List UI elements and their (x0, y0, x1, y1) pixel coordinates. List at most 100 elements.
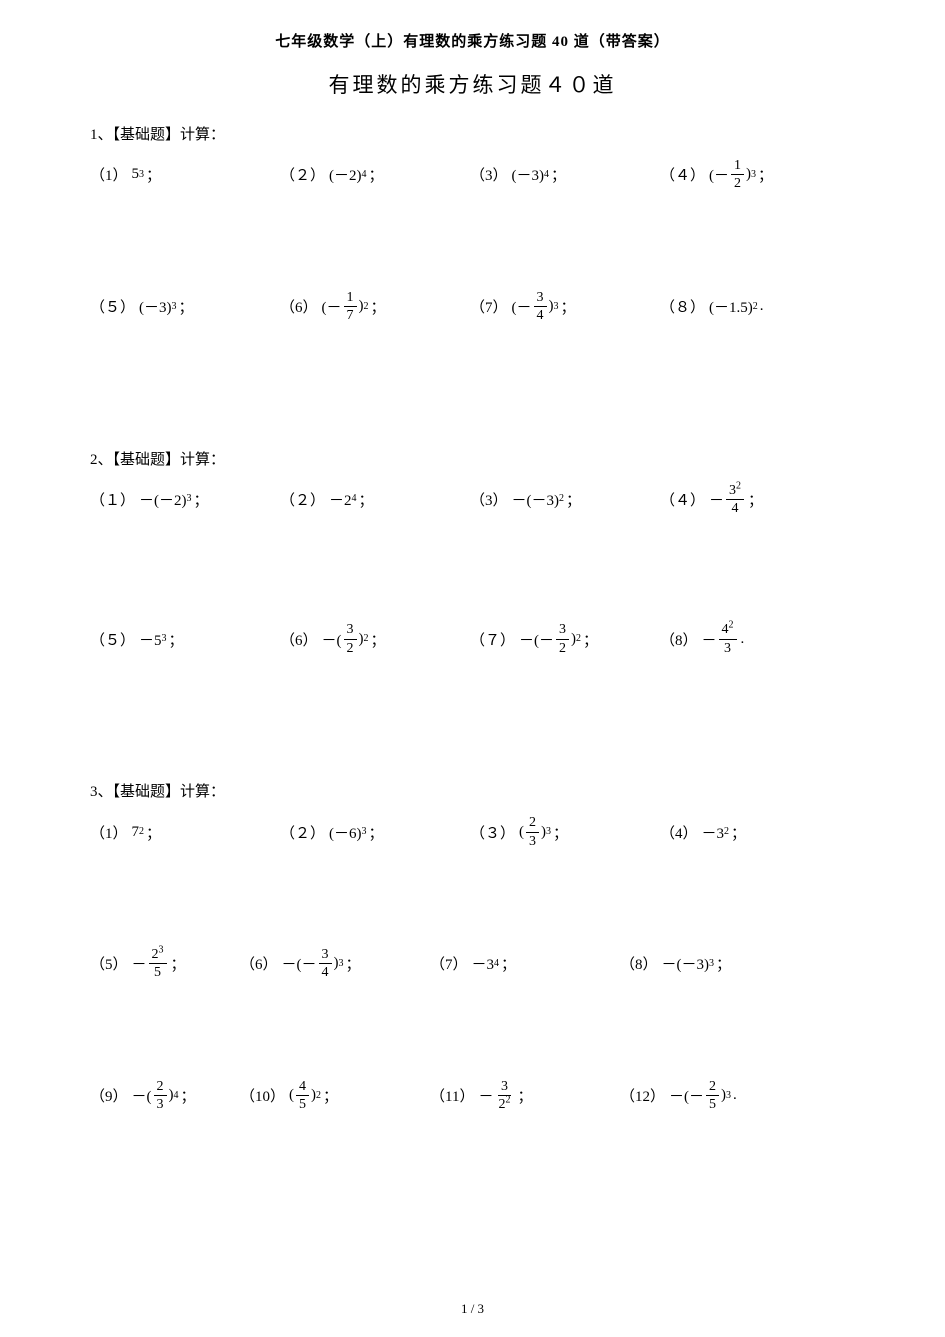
math-expression: (45)2 (289, 1079, 321, 1113)
math-expression: (－17)2 (322, 290, 369, 324)
terminator: ； (731, 822, 746, 843)
document-page: 七年级数学（上）有理数的乘方练习题 40 道（带答案） 有理数的乘方练习题４０道… (0, 0, 945, 1337)
problem-index: （３） (470, 822, 515, 843)
math-expression: (23)3 (519, 815, 551, 849)
terminator: ； (369, 164, 384, 185)
terminator: ； (181, 1085, 196, 1106)
problem-cell: （５）(－3)3； (90, 296, 280, 317)
problem-cell: （３）(23)3； (470, 815, 660, 849)
terminator: ； (758, 164, 773, 185)
problem-cell: （２）－24； (280, 489, 470, 510)
terminator: ； (194, 489, 209, 510)
problem-cell: （12）－(－25)3. (620, 1079, 810, 1113)
problem-cell: （７）－(－32)2； (470, 622, 660, 656)
math-expression: (－3)4 (512, 164, 550, 185)
math-expression: －(－2)3 (139, 489, 192, 510)
problem-cell: （４）(－12)3； (660, 158, 850, 192)
math-expression: －322 (478, 1079, 515, 1113)
math-expression: －(－3)2 (512, 489, 565, 510)
problem-cell: （5）－235； (90, 947, 240, 981)
terminator: ； (583, 629, 598, 650)
document-header: 七年级数学（上）有理数的乘方练习题 40 道（带答案） (90, 30, 855, 51)
problem-row: （５）－53；（6）－(32)2；（７）－(－32)2；（8）－423. (90, 622, 855, 656)
math-expression: －(－25)3 (669, 1079, 731, 1113)
section-heading: 3、【基础题】计算： (90, 780, 855, 801)
terminator: . (741, 631, 745, 648)
problem-cell: （6）－(32)2； (280, 622, 470, 656)
terminator: ； (169, 629, 184, 650)
terminator: ； (517, 1085, 532, 1106)
terminator: ； (501, 953, 516, 974)
terminator: ； (369, 822, 384, 843)
terminator: ； (359, 489, 374, 510)
problem-index: （４） (660, 164, 705, 185)
problem-index: （4） (660, 822, 698, 843)
problem-cell: （6）(－17)2； (280, 290, 470, 324)
problem-index: （７） (470, 629, 515, 650)
problem-index: （８） (660, 296, 705, 317)
problem-index: （5） (90, 953, 128, 974)
problem-cell: （1）53； (90, 164, 280, 185)
terminator: ； (561, 296, 576, 317)
problem-index: （3） (470, 164, 508, 185)
math-expression: －324 (709, 483, 746, 517)
terminator: . (733, 1087, 737, 1104)
problem-index: （２） (280, 489, 325, 510)
problem-cell: （10）(45)2； (240, 1079, 430, 1113)
problem-index: （５） (90, 296, 135, 317)
problem-index: （12） (620, 1085, 665, 1106)
math-expression: －34 (472, 953, 500, 974)
terminator: ； (146, 822, 161, 843)
section-heading: 1、【基础题】计算： (90, 123, 855, 144)
math-expression: (－2)4 (329, 164, 367, 185)
problem-row: （5）－235；（6）－(－34)3；（7）－34；（8）－(－3)3； (90, 947, 855, 981)
problem-cell: （6）－(－34)3； (240, 947, 430, 981)
math-expression: 72 (132, 824, 145, 841)
problem-index: （7） (430, 953, 468, 974)
problem-cell: （８）(－1.5)2. (660, 296, 850, 317)
problem-index: （２） (280, 164, 325, 185)
problem-index: （9） (90, 1085, 128, 1106)
problem-index: （1） (90, 822, 128, 843)
problem-index: （11） (430, 1085, 474, 1106)
problem-cell: （3）－(－3)2； (470, 489, 660, 510)
problem-cell: （8）－(－3)3； (620, 953, 810, 974)
math-expression: 53 (132, 166, 145, 183)
math-expression: －(32)2 (322, 622, 369, 656)
problem-cell: （7）(－34)3； (470, 290, 660, 324)
math-expression: －(－32)2 (519, 622, 581, 656)
terminator: . (760, 298, 764, 315)
problem-cell: （9）－(23)4； (90, 1079, 240, 1113)
terminator: ； (553, 822, 568, 843)
problem-cell: （1）72； (90, 822, 280, 843)
terminator: ； (371, 296, 386, 317)
document-title: 有理数的乘方练习题４０道 (90, 69, 855, 99)
page-number: 1 / 3 (0, 1301, 945, 1317)
problem-index: （５） (90, 629, 135, 650)
problem-index: （10） (240, 1085, 285, 1106)
problem-row: （１）－(－2)3；（２）－24；（3）－(－3)2；（４）－324； (90, 483, 855, 517)
math-expression: (－3)3 (139, 296, 177, 317)
problem-index: （４） (660, 489, 705, 510)
row-gap (90, 987, 855, 1079)
problem-row: （1）53；（２）(－2)4；（3）(－3)4；（４）(－12)3； (90, 158, 855, 192)
terminator: ； (171, 953, 186, 974)
math-expression: (－6)3 (329, 822, 367, 843)
math-expression: －(23)4 (132, 1079, 179, 1113)
terminator: ； (179, 296, 194, 317)
section-gap (90, 330, 855, 440)
problem-cell: （２）(－2)4； (280, 164, 470, 185)
row-gap (90, 855, 855, 947)
math-expression: －24 (329, 489, 357, 510)
problem-index: （6） (280, 296, 318, 317)
problem-cell: （２）(－6)3； (280, 822, 470, 843)
problem-index: （１） (90, 489, 135, 510)
math-expression: (－12)3 (709, 158, 756, 192)
section-heading: 2、【基础题】计算： (90, 448, 855, 469)
terminator: ； (748, 489, 763, 510)
problem-cell: （4）－32； (660, 822, 850, 843)
terminator: ； (346, 953, 361, 974)
terminator: ； (566, 489, 581, 510)
terminator: ； (551, 164, 566, 185)
row-gap (90, 198, 855, 290)
